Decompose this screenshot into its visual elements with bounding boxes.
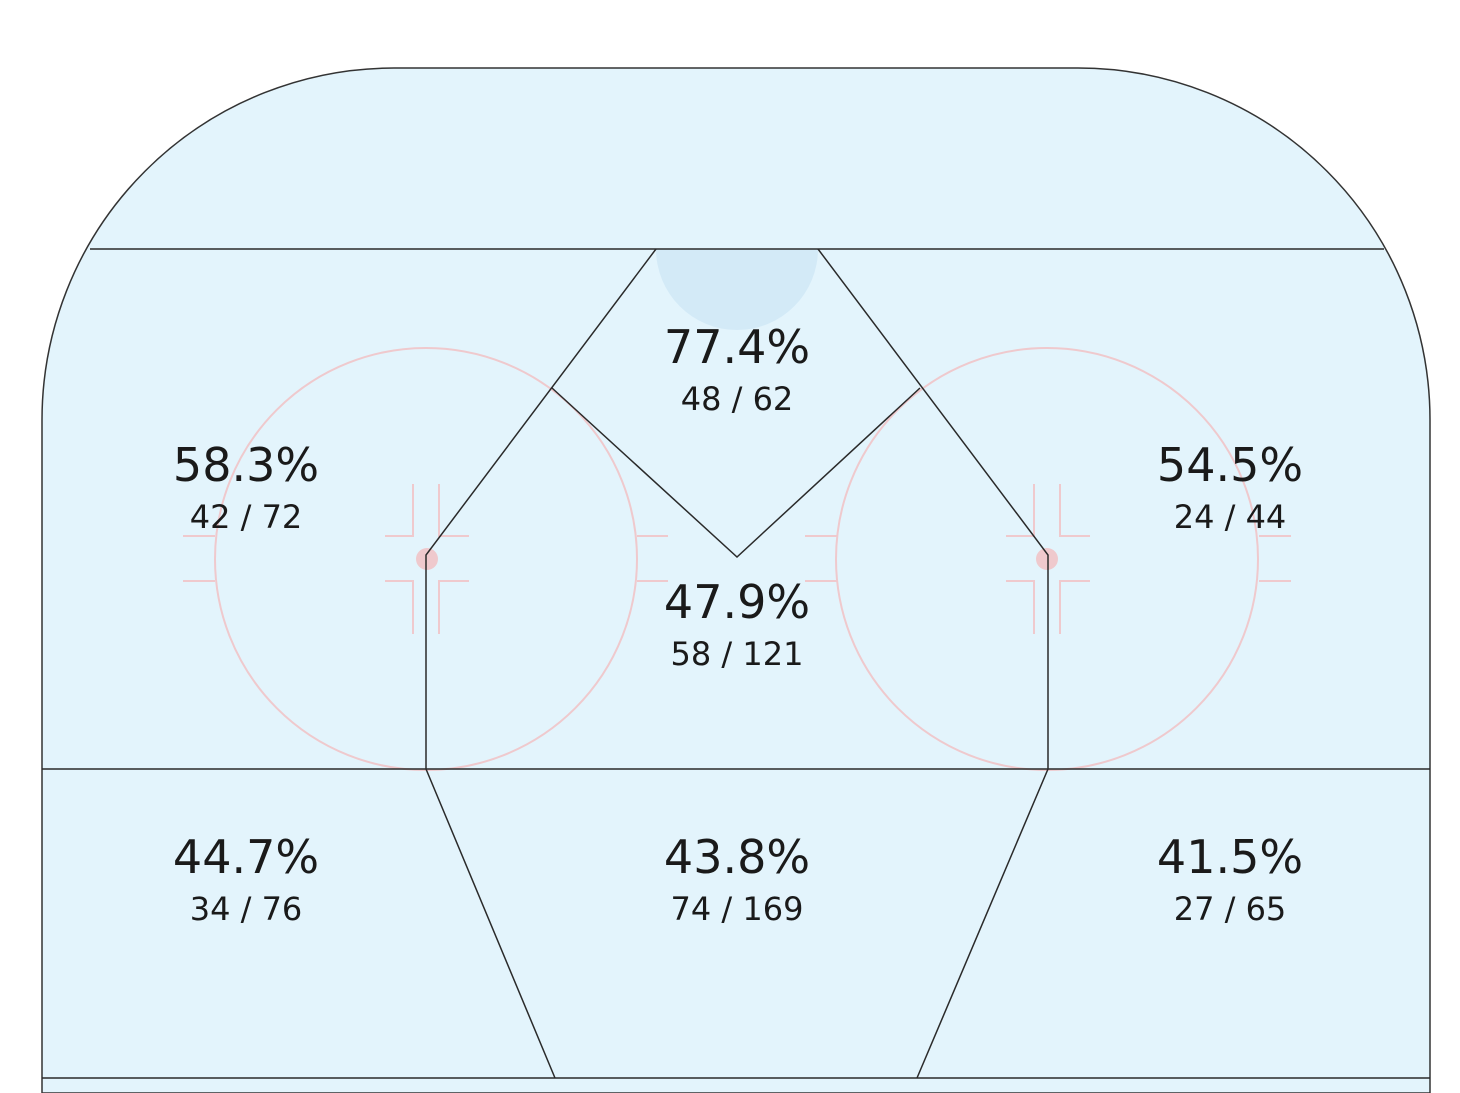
zone-fraction: 34 / 76	[190, 890, 303, 928]
goal-crease	[656, 249, 818, 330]
zone-right-circle: 54.5% 24 / 44	[1157, 438, 1303, 536]
zone-percentage: 77.4%	[664, 320, 810, 374]
zone-boundaries	[42, 248, 1430, 1079]
right-faceoff-dot	[1036, 548, 1058, 570]
zone-left-point: 44.7% 34 / 76	[173, 830, 319, 928]
left-faceoff-dot	[416, 548, 438, 570]
ice-surface	[41, 67, 1431, 1093]
zone-slot-high: 77.4% 48 / 62	[664, 320, 810, 418]
zone-fraction: 42 / 72	[190, 498, 303, 536]
zone-slot-low: 47.9% 58 / 121	[664, 575, 810, 673]
zone-fraction: 27 / 65	[1174, 890, 1287, 928]
zone-percentage: 58.3%	[173, 438, 319, 492]
zone-percentage: 47.9%	[664, 575, 810, 629]
zone-percentage: 44.7%	[173, 830, 319, 884]
zone-percentage: 43.8%	[664, 830, 810, 884]
zone-fraction: 74 / 169	[671, 890, 804, 928]
zone-fraction: 48 / 62	[681, 380, 794, 418]
zone-right-point: 41.5% 27 / 65	[1157, 830, 1303, 928]
zone-fraction: 58 / 121	[671, 635, 804, 673]
zone-left-circle: 58.3% 42 / 72	[173, 438, 319, 536]
zone-percentage: 41.5%	[1157, 830, 1303, 884]
zone-center-point: 43.8% 74 / 169	[664, 830, 810, 928]
zone-fraction: 24 / 44	[1174, 498, 1287, 536]
zone-percentage: 54.5%	[1157, 438, 1303, 492]
